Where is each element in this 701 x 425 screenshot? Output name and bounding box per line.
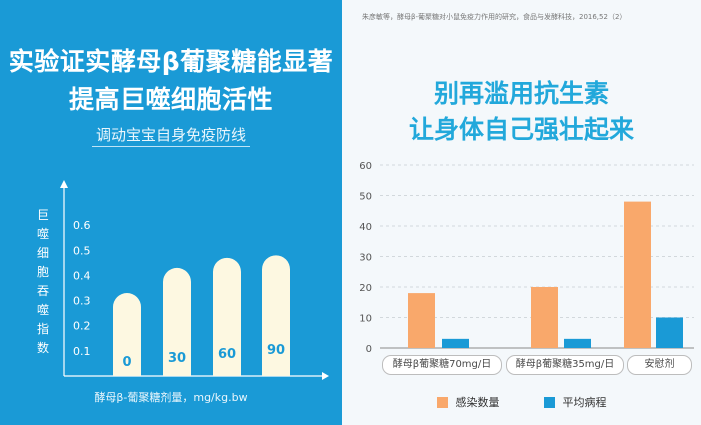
y-tick-label: 0.6 — [73, 219, 91, 232]
legend: 感染数量 平均病程 — [342, 394, 701, 410]
y-tick-label: 50 — [359, 192, 372, 203]
x-axis-arrow — [322, 372, 329, 380]
bar — [408, 293, 435, 348]
subtitle-divider — [92, 146, 250, 147]
bar-category-label: 0 — [122, 355, 131, 370]
left-chart: 0.1 0.2 0.3 0.4 0.5 0.6 0 30 60 90 — [60, 180, 329, 380]
y-tick-label: 0.3 — [73, 295, 91, 308]
bar-category-label: 90 — [267, 343, 285, 358]
y-tick-label: 0.1 — [73, 345, 91, 358]
y-tick-label: 0 — [366, 344, 372, 355]
y-tick-label: 0.5 — [73, 244, 91, 257]
right-title-line1: 别再滥用抗生素 — [433, 79, 609, 108]
category-label: 安慰剂 — [627, 355, 692, 375]
left-x-axis-label: 酵母β-葡聚糖剂量，mg/kg.bw — [94, 391, 248, 404]
y-tick-label: 0.4 — [73, 269, 91, 282]
bar — [213, 257, 241, 376]
legend-item: 感染数量 — [436, 394, 500, 410]
left-title-line2: 提高巨噬细胞活性 — [68, 85, 273, 114]
left-subtitle: 调动宝宝自身免疫防线 — [95, 126, 246, 144]
y-tick-label: 0.2 — [73, 320, 91, 333]
bar — [624, 201, 651, 348]
y-tick-label: 40 — [359, 222, 372, 233]
bar — [531, 287, 558, 348]
category-label: 酵母β葡聚糖35mg/日 — [506, 355, 624, 375]
bar — [262, 255, 290, 376]
legend-swatch — [543, 396, 555, 408]
right-title-line2: 让身体自己强壮起来 — [408, 115, 634, 144]
left-panel: 实验证实酵母β葡聚糖能显著 提高巨噬细胞活性 调动宝宝自身免疫防线 巨噬细胞吞噬… — [0, 0, 342, 425]
y-axis-arrow — [60, 180, 68, 188]
category-label: 酵母β葡聚糖70mg/日 — [382, 355, 502, 375]
y-tick-label: 60 — [359, 161, 372, 172]
legend-item: 平均病程 — [543, 394, 607, 410]
bar — [564, 338, 591, 348]
bar — [163, 267, 191, 376]
left-title-line1: 实验证实酵母β葡聚糖能显著 — [8, 47, 334, 76]
bar — [113, 293, 141, 376]
legend-label: 平均病程 — [562, 396, 607, 409]
y-tick-label: 20 — [359, 283, 372, 294]
right-chart: 0 10 20 30 40 50 60 — [359, 161, 694, 355]
bar — [442, 338, 469, 348]
source-citation: 朱彦敏等，酵母β-葡聚糖对小鼠免疫力作用的研究，食品与发酵科技，2016,52（… — [362, 13, 627, 21]
right-panel: 朱彦敏等，酵母β-葡聚糖对小鼠免疫力作用的研究，食品与发酵科技，2016,52（… — [342, 0, 701, 425]
bar-category-label: 30 — [168, 351, 186, 366]
bar-category-label: 60 — [218, 347, 236, 362]
legend-swatch — [436, 396, 448, 408]
left-y-axis-label: 巨噬细胞吞噬指数 — [36, 208, 49, 355]
legend-label: 感染数量 — [455, 396, 500, 409]
y-tick-label: 10 — [359, 314, 372, 325]
bar — [656, 317, 683, 348]
y-tick-label: 30 — [359, 253, 372, 264]
